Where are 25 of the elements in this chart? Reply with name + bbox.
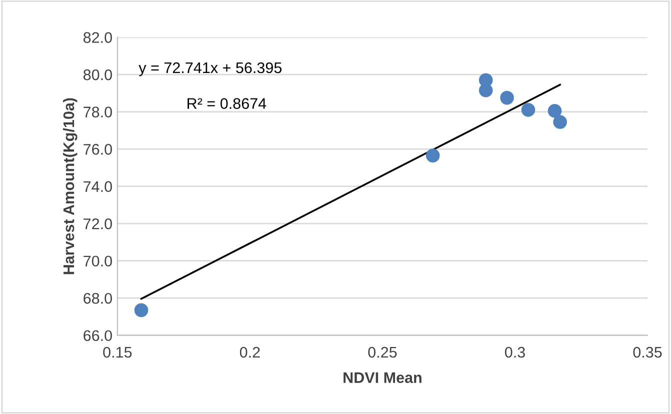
point [521,103,536,117]
x-tick-label: 0.2 [240,346,260,358]
annotation: y = 72.741x + 56.395 [138,62,282,76]
annotation: R² = 0.8674 [188,98,266,109]
x-tick-label: 0.35 [633,346,662,358]
y-tick-label: 76.0 [84,144,112,155]
x-tick-label: 0.3 [504,346,525,358]
y-tick-label: 80.0 [83,69,112,80]
y-tick-label: 66.0 [84,330,112,342]
point [478,83,493,98]
y-tick-label: 68.0 [84,292,112,304]
x-axis-title: NDVI Mean [344,372,422,384]
y-tick-label: 70.0 [84,256,112,267]
point [500,90,514,105]
y-tick-label: 78.0 [84,106,112,118]
y-tick-label: 74.0 [84,181,112,192]
x-tick-label: 0.15 [103,346,132,358]
y-tick-label: 82.0 [83,32,112,43]
point [548,104,562,118]
point [426,148,440,162]
y-axis-title: Harvest Amount(Kg/10a) [62,98,78,274]
y-tick-label: 72.0 [84,218,112,230]
point [553,115,567,129]
point [134,303,148,318]
x-tick-label: 0.25 [368,346,397,358]
